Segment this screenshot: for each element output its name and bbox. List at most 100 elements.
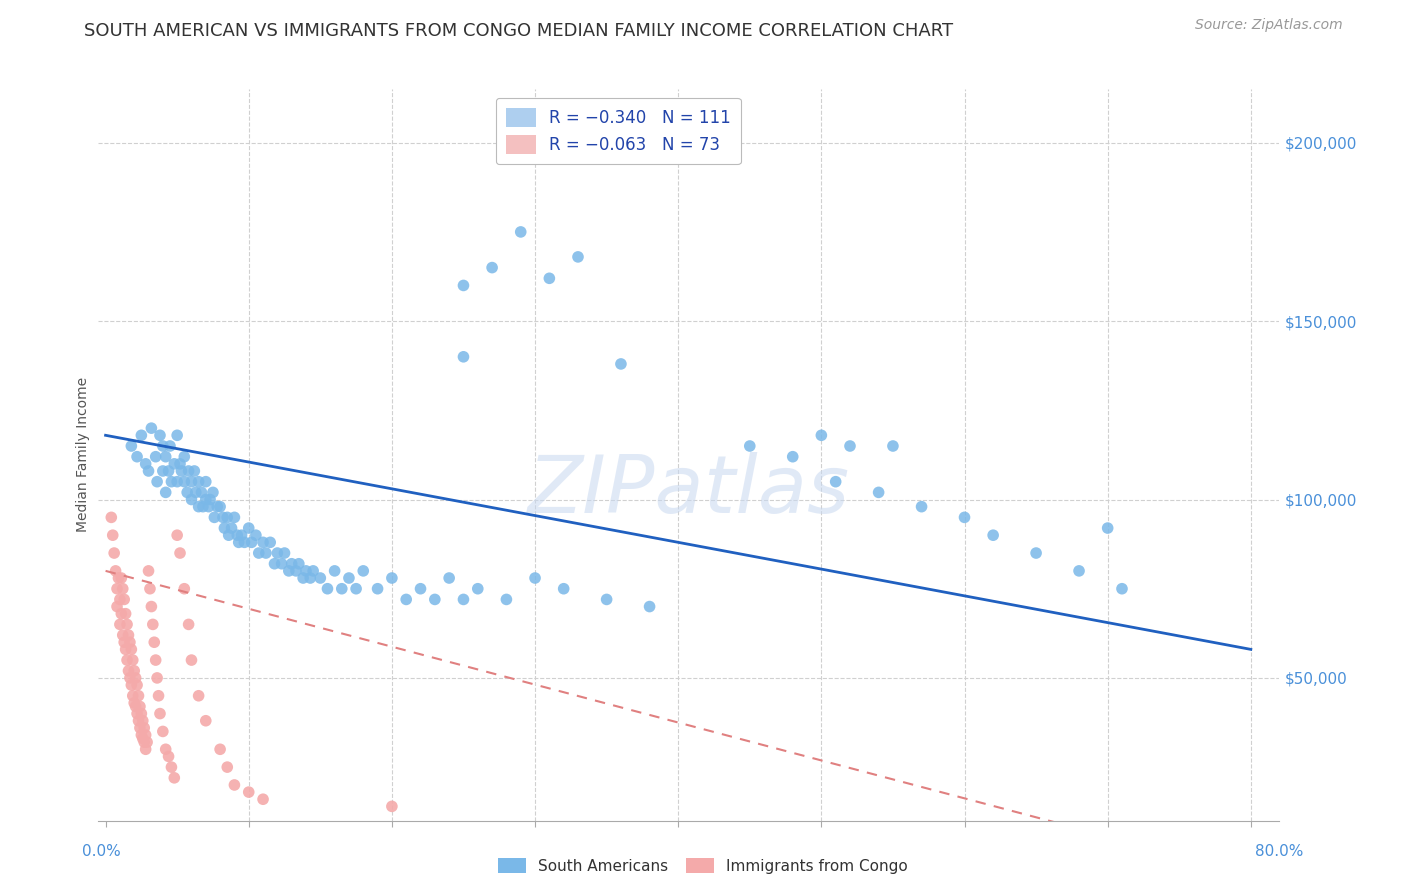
Point xyxy=(524,571,547,585)
Point xyxy=(288,557,311,571)
Point xyxy=(381,799,404,814)
Point xyxy=(131,428,153,442)
Point xyxy=(1111,582,1133,596)
Point xyxy=(152,724,174,739)
Point xyxy=(125,706,148,721)
Point xyxy=(266,546,288,560)
Point xyxy=(110,571,132,585)
Point xyxy=(194,714,217,728)
Point xyxy=(553,582,575,596)
Point xyxy=(981,528,1004,542)
Point xyxy=(467,582,489,596)
Point xyxy=(145,653,167,667)
Point xyxy=(238,785,260,799)
Point xyxy=(155,485,177,500)
Point xyxy=(173,450,195,464)
Point xyxy=(453,278,475,293)
Point xyxy=(344,582,367,596)
Point xyxy=(187,689,209,703)
Point xyxy=(194,475,217,489)
Point xyxy=(270,557,292,571)
Point xyxy=(285,564,308,578)
Text: 0.0%: 0.0% xyxy=(82,845,121,859)
Point xyxy=(115,617,138,632)
Point xyxy=(146,671,169,685)
Point xyxy=(187,475,209,489)
Point xyxy=(453,350,475,364)
Point xyxy=(124,699,146,714)
Point xyxy=(214,521,236,535)
Point xyxy=(120,678,142,692)
Point xyxy=(125,678,148,692)
Point xyxy=(953,510,976,524)
Point xyxy=(169,546,191,560)
Point xyxy=(166,528,188,542)
Point xyxy=(280,557,302,571)
Point xyxy=(173,582,195,596)
Point xyxy=(105,582,128,596)
Point xyxy=(330,582,353,596)
Point xyxy=(135,742,157,756)
Point xyxy=(155,742,177,756)
Point xyxy=(198,492,221,507)
Point xyxy=(134,735,156,749)
Point xyxy=(302,564,325,578)
Point xyxy=(122,696,145,710)
Point xyxy=(233,535,256,549)
Text: 80.0%: 80.0% xyxy=(1256,845,1303,859)
Point xyxy=(111,628,134,642)
Point xyxy=(146,475,169,489)
Point xyxy=(201,485,224,500)
Point xyxy=(337,571,360,585)
Point xyxy=(163,771,186,785)
Point xyxy=(121,653,143,667)
Point xyxy=(160,475,183,489)
Point xyxy=(107,571,129,585)
Point xyxy=(238,521,260,535)
Point xyxy=(149,428,172,442)
Point xyxy=(481,260,503,275)
Point xyxy=(212,510,235,524)
Point xyxy=(173,475,195,489)
Point xyxy=(117,628,139,642)
Point xyxy=(141,421,163,435)
Point xyxy=(221,521,243,535)
Point xyxy=(381,571,404,585)
Point xyxy=(610,357,633,371)
Point xyxy=(120,439,142,453)
Point xyxy=(910,500,932,514)
Point xyxy=(1025,546,1047,560)
Point xyxy=(131,728,153,742)
Point xyxy=(273,546,295,560)
Point xyxy=(100,510,122,524)
Point xyxy=(132,714,155,728)
Text: Source: ZipAtlas.com: Source: ZipAtlas.com xyxy=(1195,18,1343,32)
Point xyxy=(155,450,177,464)
Point xyxy=(152,464,174,478)
Point xyxy=(157,464,180,478)
Point xyxy=(277,564,299,578)
Point xyxy=(111,582,134,596)
Point xyxy=(176,485,198,500)
Point xyxy=(139,582,162,596)
Point xyxy=(129,721,152,735)
Point xyxy=(259,535,281,549)
Point xyxy=(112,635,135,649)
Point xyxy=(145,450,167,464)
Point xyxy=(118,671,141,685)
Point xyxy=(187,500,209,514)
Point xyxy=(638,599,661,614)
Point xyxy=(134,721,156,735)
Point xyxy=(299,571,322,585)
Point xyxy=(197,500,219,514)
Point xyxy=(224,510,246,524)
Point xyxy=(170,464,193,478)
Point xyxy=(409,582,432,596)
Point xyxy=(180,492,202,507)
Point xyxy=(194,492,217,507)
Point xyxy=(180,653,202,667)
Point xyxy=(309,571,332,585)
Point xyxy=(1097,521,1119,535)
Legend: South Americans, Immigrants from Congo: South Americans, Immigrants from Congo xyxy=(492,852,914,880)
Point xyxy=(247,546,270,560)
